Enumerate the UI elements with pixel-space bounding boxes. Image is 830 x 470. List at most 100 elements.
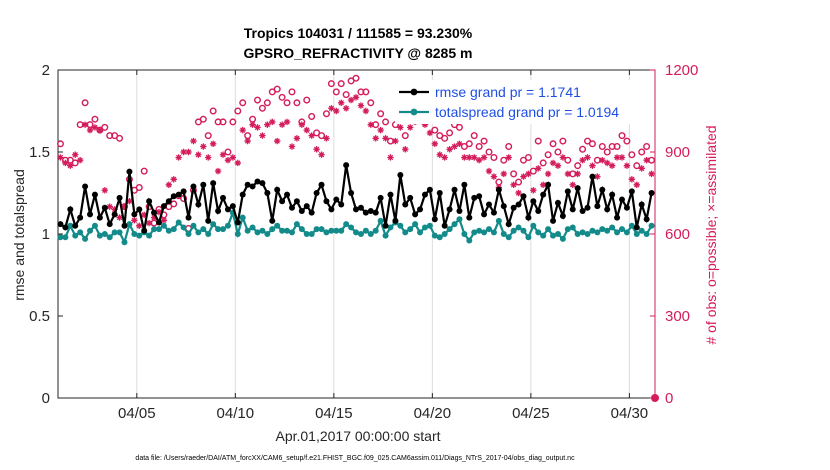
totalspread-point [417, 229, 424, 236]
assimilated-point [535, 165, 542, 172]
totalspread-point [382, 232, 389, 239]
assimilated-point [195, 151, 202, 158]
totalspread-point [357, 231, 364, 237]
totalspread-point [377, 217, 384, 224]
totalspread-point [67, 222, 74, 229]
rmse-point [259, 180, 266, 187]
possible-point [544, 151, 552, 159]
totalspread-point [57, 234, 64, 241]
possible-point [234, 107, 242, 115]
rmse-point [614, 214, 621, 221]
totalspread-point [495, 217, 502, 224]
possible-point [278, 93, 286, 101]
possible-point [598, 143, 606, 151]
possible-point [505, 143, 513, 151]
assimilated-point [318, 151, 325, 158]
rmse-point [136, 206, 143, 213]
rmse-point [200, 181, 207, 188]
possible-point [441, 134, 449, 142]
totalspread-point [520, 227, 527, 234]
possible-point [515, 178, 523, 186]
assimilated-point [490, 173, 498, 180]
rmse-point [96, 214, 103, 221]
totalspread-point [343, 221, 350, 228]
rmse-point [520, 193, 527, 200]
possible-point [332, 88, 340, 96]
assimilated-point [219, 151, 227, 158]
possible-point [510, 170, 518, 178]
rmse-point [249, 183, 256, 190]
assimilated-point [131, 217, 138, 224]
assimilated-point [200, 143, 207, 150]
rmse-point [515, 201, 522, 208]
rmse-point [594, 203, 601, 210]
assimilated-point [126, 198, 133, 205]
assimilated-point [283, 118, 291, 126]
rmse-point [426, 186, 433, 193]
totalspread-point [540, 232, 547, 239]
totalspread-point [96, 232, 103, 239]
totalspread-point [328, 227, 335, 234]
rmse-point [609, 191, 616, 198]
totalspread-point [614, 229, 621, 236]
possible-point [288, 88, 296, 96]
assimilated-point [633, 181, 640, 188]
possible-point [101, 123, 109, 131]
assimilated-point [392, 137, 399, 145]
totalspread-point [530, 222, 537, 229]
assimilated-point [136, 222, 143, 229]
rmse-point [160, 203, 167, 210]
rmse-point [628, 188, 635, 195]
rmse-point [599, 186, 606, 193]
totalspread-point [643, 231, 650, 237]
assimilated-point [530, 187, 537, 194]
rmse-point [82, 183, 89, 190]
rmse-point [116, 194, 123, 201]
totalspread-point [87, 227, 94, 234]
rmse-point [481, 211, 488, 218]
possible-point [135, 184, 143, 192]
totalspread-point [313, 226, 320, 233]
rmse-point [535, 208, 542, 215]
rmse-point [288, 204, 295, 211]
totalspread-point [62, 234, 69, 241]
possible-point [337, 80, 345, 88]
assimilated-point [288, 143, 296, 150]
assimilated-point [510, 181, 517, 188]
assimilated-point [111, 206, 118, 213]
assimilated-point [446, 146, 453, 153]
possible-point [490, 153, 498, 161]
rmse-point [293, 198, 300, 205]
rmse-point [126, 168, 133, 175]
assimilated-point [342, 105, 350, 112]
totalspread-point [224, 222, 231, 229]
possible-point [480, 137, 488, 145]
possible-point [564, 156, 572, 164]
assimilated-point [338, 99, 345, 106]
rmse-point [101, 204, 108, 211]
totalspread-point [451, 221, 458, 228]
rmse-point [554, 199, 561, 206]
rmse-point [623, 204, 630, 211]
rmse-point [540, 191, 547, 198]
possible-point [239, 99, 247, 107]
assimilated-point [549, 159, 557, 167]
assimilated-point [170, 176, 177, 183]
totalspread-point [293, 221, 300, 228]
assimilated-point [480, 154, 488, 161]
possible-point [81, 99, 89, 107]
rmse-point [121, 222, 128, 229]
totalspread-point [421, 224, 428, 231]
series-rmse [57, 162, 655, 234]
series-assimilated [57, 94, 655, 229]
possible-point [643, 143, 651, 151]
totalspread-point [584, 231, 591, 237]
rmse-point [471, 194, 478, 201]
assimilated-point [623, 162, 631, 169]
assimilated-point [648, 170, 655, 178]
assimilated-point [121, 203, 128, 210]
rmse-point [175, 191, 182, 198]
possible-point [559, 137, 567, 145]
assimilated-point [441, 154, 448, 161]
rmse-point [569, 206, 576, 213]
